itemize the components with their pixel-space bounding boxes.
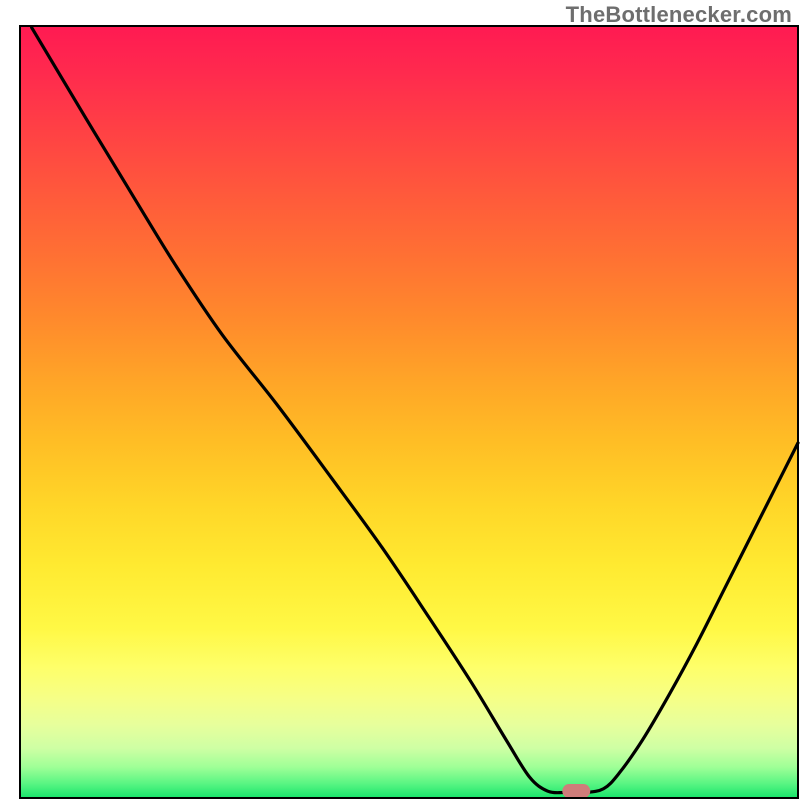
bottleneck-chart [0, 0, 800, 800]
optimal-marker [562, 784, 590, 798]
gradient-background [20, 26, 798, 798]
watermark-text: TheBottlenecker.com [566, 2, 792, 28]
chart-container: TheBottlenecker.com [0, 0, 800, 800]
